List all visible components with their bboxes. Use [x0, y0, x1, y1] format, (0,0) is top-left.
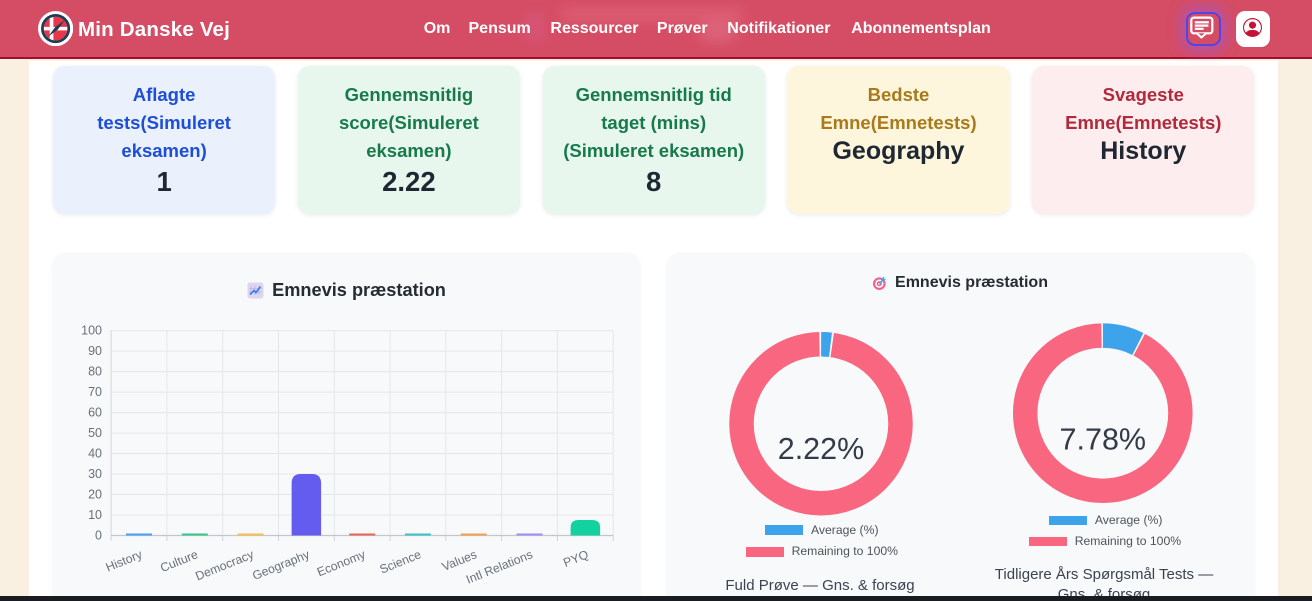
svg-text:100: 100 [81, 324, 102, 338]
svg-text:Science: Science [378, 547, 424, 576]
svg-text:2.22%: 2.22% [778, 432, 864, 466]
svg-text:7.78%: 7.78% [1060, 422, 1146, 456]
svg-text:Geography: Geography [250, 547, 312, 583]
svg-text:20: 20 [88, 488, 102, 502]
svg-text:Democracy: Democracy [193, 547, 256, 583]
svg-text:10: 10 [88, 508, 102, 522]
svg-text:30: 30 [88, 467, 102, 481]
svg-text:50: 50 [88, 426, 102, 440]
svg-text:Economy: Economy [315, 547, 368, 579]
svg-text:60: 60 [88, 406, 102, 420]
svg-text:PYQ: PYQ [561, 547, 590, 570]
svg-text:70: 70 [88, 385, 102, 399]
svg-text:History: History [104, 547, 145, 575]
svg-text:40: 40 [88, 447, 102, 461]
svg-text:90: 90 [88, 344, 102, 358]
svg-text:80: 80 [88, 365, 102, 379]
svg-text:0: 0 [95, 529, 102, 543]
